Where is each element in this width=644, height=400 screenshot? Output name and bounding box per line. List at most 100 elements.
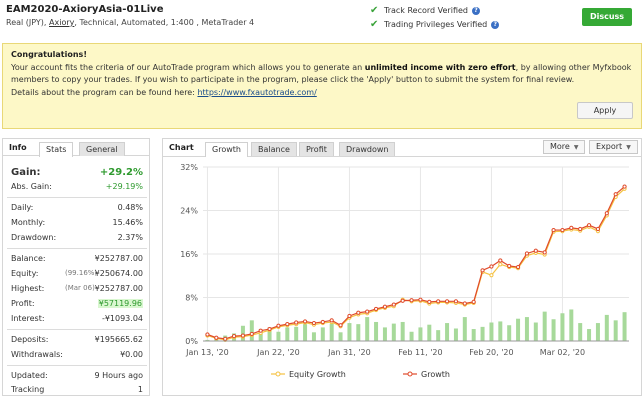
growth-point: [586, 223, 592, 228]
drawdown-label: Drawdown:: [11, 233, 57, 242]
growth-point: [427, 299, 432, 304]
growth-point: [258, 328, 263, 333]
account-details: , Technical, Automated, 1:400 , MetaTrad…: [74, 18, 255, 27]
growth-point: [436, 299, 441, 304]
growth-bar: [462, 317, 467, 341]
growth-point: [595, 226, 601, 232]
y-tick-label: 8%: [185, 294, 198, 303]
growth-point: [418, 297, 423, 302]
balance-value: ¥252787.00: [94, 254, 143, 263]
growth-bar: [374, 321, 379, 341]
y-tick-label: 24%: [180, 207, 198, 216]
growth-point: [489, 264, 494, 269]
abs-gain-label: Abs. Gain:: [11, 182, 52, 191]
growth-point: [613, 192, 618, 197]
growth-point: [285, 322, 290, 327]
growth-bar: [622, 312, 627, 341]
account-subtitle: Real (JPY), Axiory, Technical, Automated…: [6, 18, 254, 27]
help-icon[interactable]: ?: [491, 20, 500, 29]
growth-bar: [294, 326, 299, 341]
deposits-value: ¥195665.62: [94, 335, 143, 344]
growth-point: [622, 184, 627, 189]
tab-general[interactable]: General: [79, 142, 125, 156]
growth-bar: [489, 322, 494, 341]
broker-link[interactable]: Axiory: [49, 18, 75, 27]
growth-bar: [560, 313, 565, 341]
growth-bar: [276, 331, 281, 341]
more-dropdown[interactable]: More ▼: [543, 140, 586, 154]
notice-text-bold: unlimited income with zero effort: [364, 63, 516, 72]
growth-bar: [587, 329, 592, 341]
export-dropdown[interactable]: Export ▼: [589, 140, 638, 154]
highest-date: (Mar 06): [65, 284, 95, 292]
chart-grid: [203, 166, 629, 342]
growth-bar: [365, 317, 370, 341]
updated-label: Updated:: [11, 371, 48, 380]
x-tick-label: Jan 22, '20: [256, 348, 300, 357]
divider: [7, 248, 147, 249]
monthly-value: 15.46%: [112, 218, 143, 227]
growth-point: [409, 298, 414, 303]
notice-text-part: , by allowing other Myfxbook members to …: [11, 63, 632, 84]
drawdown-value: 2.37%: [117, 233, 143, 242]
growth-bar: [347, 323, 352, 341]
info-title: Info: [9, 143, 27, 152]
discuss-button[interactable]: Discuss: [582, 8, 632, 26]
highest-label: Highest:: [11, 284, 45, 293]
trading-privileges-label: Trading Privileges Verified: [384, 20, 488, 29]
tab-balance[interactable]: Balance: [251, 142, 297, 156]
legend-equity-growth-marker: [275, 371, 281, 377]
y-tick-label: 32%: [180, 163, 198, 172]
divider: [7, 329, 147, 330]
growth-chart[interactable]: 0% 8% 16% 24% 32% Jan 13, '20 Jan 22, '20 Jan 3…: [163, 158, 641, 396]
growth-bar: [480, 326, 485, 341]
equity-growth-point: [489, 273, 494, 278]
growth-point: [515, 264, 521, 270]
profit-value: ¥57119.96: [97, 299, 143, 308]
legend-growth-marker: [407, 371, 413, 377]
notice-text-part: Your account fits the criteria of our Au…: [11, 63, 365, 72]
growth-point: [560, 227, 565, 233]
tracking-value[interactable]: 1: [137, 385, 143, 394]
x-tick-label: Feb 11, '20: [398, 348, 442, 357]
growth-bar: [542, 311, 547, 341]
autotrade-link[interactable]: https://www.fxautotrade.com/: [197, 88, 317, 97]
legend-growth-label: Growth: [421, 370, 450, 379]
abs-gain-value: +29.19%: [105, 182, 143, 191]
growth-point: [302, 319, 308, 324]
help-icon[interactable]: ?: [471, 6, 480, 15]
account-type: Real (JPY),: [6, 18, 50, 27]
equity-label: Equity:: [11, 269, 39, 278]
x-tick-label: Mar 02, '20: [540, 348, 585, 357]
growth-bar: [338, 332, 343, 341]
daily-label: Daily:: [11, 203, 34, 212]
tab-growth[interactable]: Growth: [205, 142, 248, 157]
growth-bar: [533, 322, 538, 341]
chart-title: Chart: [169, 143, 194, 152]
growth-bar: [400, 321, 405, 341]
tab-drawdown[interactable]: Drawdown: [339, 142, 396, 156]
growth-point: [444, 299, 450, 304]
growth-point: [480, 268, 485, 273]
account-header: EAM2020-AxioryAsia-01Live Real (JPY), Ax…: [0, 0, 644, 38]
growth-bar: [569, 309, 574, 341]
growth-point: [223, 336, 228, 341]
tab-stats[interactable]: Stats: [39, 142, 74, 157]
growth-bar: [205, 339, 210, 341]
growth-bar: [524, 317, 529, 341]
growth-point: [542, 250, 547, 255]
growth-point: [524, 251, 530, 256]
growth-point: [498, 258, 503, 263]
chart-axes: 0% 8% 16% 24% 32% Jan 13, '20 Jan 22, '20 Jan 3…: [180, 163, 629, 357]
growth-bar: [613, 320, 618, 341]
growth-bar: [267, 327, 272, 341]
monthly-label: Monthly:: [11, 218, 46, 227]
daily-value: 0.48%: [117, 203, 143, 212]
updated-value: 9 Hours ago: [94, 371, 144, 380]
tab-profit[interactable]: Profit: [299, 142, 334, 156]
growth-bar: [409, 331, 414, 341]
apply-button[interactable]: Apply: [577, 102, 633, 119]
interest-label: Interest:: [11, 314, 45, 323]
chart-bars: [205, 309, 627, 341]
equity-value: ¥250674.00: [94, 269, 143, 278]
